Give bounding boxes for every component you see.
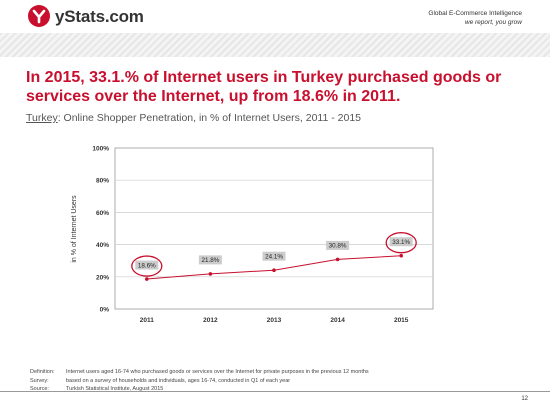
x-tick-label: 2011 [140, 317, 154, 324]
data-label: 21.8% [201, 257, 219, 264]
footer-label: Survey: [30, 377, 49, 384]
y-axis-ticks: 0% 20% 40% 60% 80% 100% [92, 146, 109, 314]
data-point [399, 253, 404, 258]
brand-name[interactable]: yStats.com [55, 7, 144, 26]
data-label-box [135, 260, 159, 270]
chart-subtitle: Turkey: Online Shopper Penetration, in %… [26, 112, 361, 124]
data-point [145, 277, 149, 281]
highlight-ring [385, 232, 417, 254]
x-axis-ticks: 2011 2012 2013 2014 2015 [140, 317, 409, 324]
footer-row-source: Source: Turkish Statistical Institute, A… [30, 385, 369, 394]
ystats-logo-icon [28, 5, 50, 27]
footer-row-definition: Definition: Internet users aged 16-74 wh… [30, 368, 369, 377]
data-point [272, 268, 276, 272]
footer-text: based on a survey of households and indi… [66, 377, 291, 384]
data-label: 18.6% [138, 262, 156, 269]
y-tick-label: 40% [96, 242, 109, 249]
footer-label: Source: [30, 386, 49, 392]
data-label-box [262, 251, 286, 261]
data-points [145, 253, 404, 281]
data-label: 24.1% [265, 253, 283, 260]
y-tick-label: 80% [96, 178, 109, 185]
footer-divider [0, 391, 550, 392]
y-axis-label: in % of Internet Users [71, 195, 78, 263]
highlight-ring [131, 255, 163, 277]
plot-area [114, 147, 434, 310]
logo-mark-icon [32, 9, 46, 24]
data-label-box [198, 255, 222, 265]
subtitle-text: : Online Shopper Penetration, in % of In… [57, 112, 362, 124]
footer-text: Turkish Statistical Institute, August 20… [66, 386, 164, 392]
data-label-box [326, 240, 350, 250]
subtitle-country-link[interactable]: Turkey [26, 112, 58, 124]
x-tick-label: 2015 [394, 317, 409, 324]
y-tick-label: 100% [92, 146, 109, 153]
y-tick-label: 0% [100, 307, 110, 314]
data-labels: 18.6% 21.8% 24.1% 30.8% 33.1% [135, 237, 413, 270]
header-banner [0, 33, 550, 57]
footer-notes: Definition: Internet users aged 16-74 wh… [30, 368, 369, 394]
x-tick-label: 2013 [267, 317, 282, 324]
gridlines [115, 179, 433, 278]
footer-label: Definition: [30, 369, 55, 375]
page-headline: In 2015, 33.1.% of Internet users in Tur… [26, 69, 502, 105]
data-point [335, 257, 340, 262]
data-label: 33.1% [392, 239, 410, 246]
footer-text: Internet users aged 16-74 who purchased … [66, 369, 369, 375]
y-tick-label: 20% [96, 274, 109, 281]
brand-tagline: Global E-Commerce Intelligence [428, 10, 522, 17]
x-tick-label: 2012 [203, 317, 218, 324]
footer-row-survey: Survey: based on a survey of households … [30, 377, 369, 386]
data-point [208, 272, 213, 276]
highlight-circles [131, 232, 417, 277]
header: yStats.com Global E-Commerce Intelligenc… [0, 0, 550, 58]
data-label-box [389, 237, 413, 247]
data-label: 30.8% [329, 243, 347, 250]
y-tick-label: 60% [96, 210, 109, 217]
brand-slogan: we report, you grow [464, 19, 522, 26]
page-number: 12 [521, 396, 528, 402]
x-tick-label: 2014 [330, 317, 345, 324]
